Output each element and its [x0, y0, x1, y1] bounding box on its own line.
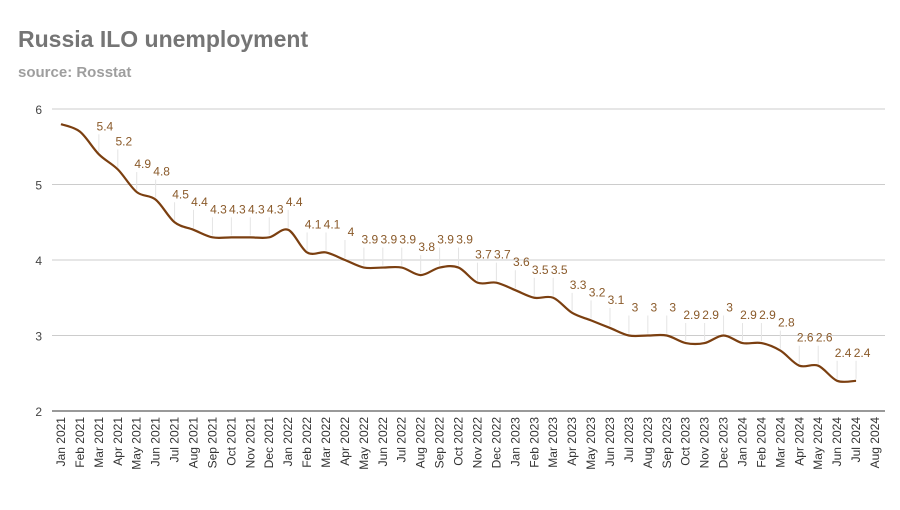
data-label: 2.9 [683, 308, 700, 322]
x-tick-label: May 2023 [584, 417, 598, 470]
x-tick-label: May 2021 [130, 417, 144, 470]
data-label: 3.5 [551, 263, 568, 277]
data-label: 4.4 [286, 195, 303, 209]
x-tick-label: Apr 2024 [792, 417, 806, 466]
y-tick-label: 3 [35, 330, 42, 344]
data-label: 3 [726, 301, 733, 315]
data-label: 3 [669, 301, 676, 315]
x-tick-label: Oct 2023 [679, 417, 693, 466]
x-tick-label: Aug 2021 [187, 417, 201, 469]
data-label: 4.3 [210, 202, 227, 216]
data-label: 4 [348, 225, 355, 239]
data-label: 3.2 [589, 285, 606, 299]
data-label: 3.9 [380, 233, 397, 247]
x-tick-label: Nov 2023 [698, 417, 712, 469]
x-tick-label: Jan 2024 [735, 417, 749, 467]
data-label: 2.6 [797, 331, 814, 345]
x-tick-label: Jan 2023 [508, 417, 522, 467]
x-tick-label: Apr 2022 [338, 417, 352, 466]
x-tick-label: Oct 2021 [224, 417, 238, 466]
data-label: 4.5 [172, 187, 189, 201]
x-tick-label: Sep 2021 [205, 417, 219, 469]
x-tick-label: Mar 2021 [92, 417, 106, 468]
x-tick-label: Jul 2024 [849, 417, 863, 463]
data-label: 2.9 [702, 308, 719, 322]
data-label: 4.3 [248, 202, 265, 216]
data-label: 3.5 [532, 263, 549, 277]
x-tick-label: Jun 2023 [603, 417, 617, 467]
data-label: 4.1 [324, 217, 341, 231]
data-label: 3 [632, 301, 639, 315]
x-tick-label: Dec 2021 [262, 417, 276, 469]
data-label: 4.1 [305, 217, 322, 231]
data-label: 2.9 [759, 308, 776, 322]
data-label: 4.3 [229, 202, 246, 216]
x-tick-label: Mar 2024 [773, 417, 787, 468]
x-tick-label: Feb 2024 [754, 417, 768, 468]
x-tick-label: Feb 2021 [73, 417, 87, 468]
data-label: 3.6 [513, 255, 530, 269]
data-label: 3.9 [399, 233, 416, 247]
x-tick-label: Feb 2023 [527, 417, 541, 468]
x-tick-label: Nov 2022 [470, 417, 484, 469]
x-tick-label: Oct 2022 [452, 417, 466, 466]
x-tick-label: Nov 2021 [243, 417, 257, 469]
x-tick-label: Jul 2022 [395, 417, 409, 463]
data-label: 3.9 [456, 233, 473, 247]
data-label: 3.1 [608, 293, 625, 307]
x-tick-label: Mar 2023 [546, 417, 560, 468]
y-tick-label: 5 [35, 179, 42, 193]
x-tick-label: Jan 2021 [54, 417, 68, 467]
x-tick-label: Sep 2023 [660, 417, 674, 469]
x-tick-label: Feb 2022 [300, 417, 314, 468]
x-tick-label: Jun 2021 [149, 417, 163, 467]
x-tick-label: Apr 2023 [565, 417, 579, 466]
x-tick-label: Jan 2022 [281, 417, 295, 467]
data-label: 2.9 [740, 308, 757, 322]
data-label: 4.9 [134, 157, 151, 171]
x-tick-label: Jul 2021 [168, 417, 182, 463]
data-label: 5.4 [97, 119, 114, 133]
y-tick-label: 6 [35, 103, 42, 117]
data-label: 3.3 [570, 278, 587, 292]
data-label: 3 [650, 301, 657, 315]
chart-title: Russia ILO unemployment [18, 26, 309, 52]
data-label: 3.9 [437, 233, 454, 247]
x-tick-label: Aug 2023 [641, 417, 655, 469]
x-tick-label: Dec 2022 [489, 417, 503, 469]
data-label: 3.7 [494, 248, 511, 262]
y-tick-label: 2 [35, 405, 42, 419]
y-tick-label: 4 [35, 254, 42, 268]
data-label: 3.8 [418, 240, 435, 254]
x-tick-label: Aug 2024 [868, 417, 882, 469]
x-tick-label: Sep 2022 [433, 417, 447, 469]
x-tick-label: Aug 2022 [414, 417, 428, 469]
data-label: 4.3 [267, 202, 284, 216]
data-label: 2.4 [854, 346, 871, 360]
data-label: 2.4 [835, 346, 852, 360]
x-tick-label: Mar 2022 [319, 417, 333, 468]
x-tick-label: Apr 2021 [111, 417, 125, 466]
chart-subtitle: source: Rosstat [18, 64, 132, 81]
x-tick-label: May 2024 [811, 417, 825, 470]
data-label: 3.7 [475, 248, 492, 262]
x-tick-label: Jul 2023 [622, 417, 636, 463]
x-tick-label: Dec 2023 [717, 417, 731, 469]
x-tick-label: May 2022 [357, 417, 371, 470]
x-tick-label: Jun 2022 [376, 417, 390, 467]
data-label: 4.8 [153, 165, 170, 179]
data-label: 2.6 [816, 331, 833, 345]
data-label: 2.8 [778, 316, 795, 330]
data-label: 5.2 [115, 134, 132, 148]
x-tick-label: Jun 2024 [830, 417, 844, 467]
data-label: 3.9 [362, 233, 379, 247]
data-label: 4.4 [191, 195, 208, 209]
